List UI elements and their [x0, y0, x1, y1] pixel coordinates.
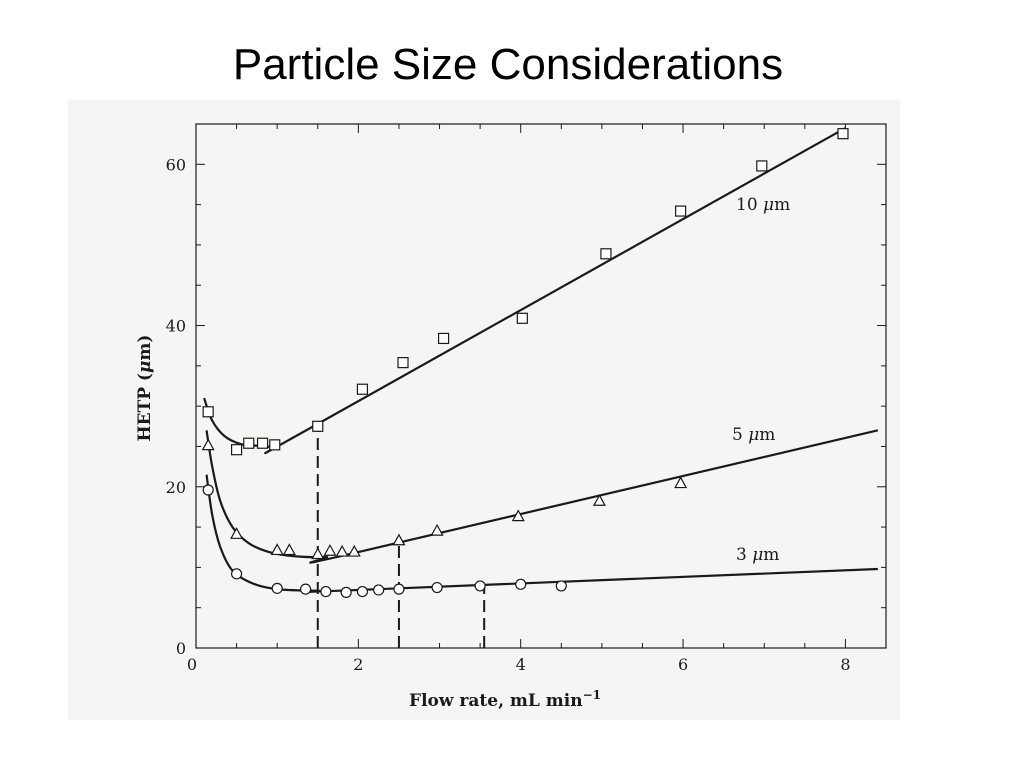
- slide-title: Particle Size Considerations: [232, 40, 784, 89]
- figure-panel: 0 20 40 60 0 2 4 6 8 Flow rate, mL min−1 HETP (μ…: [68, 100, 900, 720]
- data-point-3um: [271, 582, 283, 594]
- y-axis-label-mu: μ: [135, 361, 155, 373]
- data-point-10um: [756, 160, 768, 172]
- data-point-5um: [347, 544, 361, 557]
- data-point-10um: [600, 248, 612, 260]
- data-point-3um: [393, 583, 405, 595]
- y-tick-label: 40: [166, 317, 186, 336]
- plot-frame: [195, 123, 887, 649]
- series-label-10um-unit: m: [774, 195, 790, 215]
- x-tick-label: 0: [187, 655, 197, 674]
- y-axis-label: HETP (μm): [135, 335, 155, 442]
- fit-curve-5um: [205, 429, 879, 564]
- y-axis-label-pre: HETP (: [135, 373, 155, 441]
- fit-curve-3um: [205, 474, 878, 593]
- plot-border: [195, 123, 887, 649]
- x-tick-label: 6: [678, 655, 688, 674]
- chart-text: Flow rate, mL min−1 HETP (μm) 10 μm 5 μm…: [135, 195, 790, 711]
- data-point-3um: [373, 584, 385, 596]
- data-point-3um: [299, 583, 312, 595]
- y-tick-label: 60: [166, 155, 186, 174]
- data-point-3um: [555, 580, 567, 592]
- data-point-5um: [335, 544, 349, 557]
- data-point-5um: [323, 544, 337, 556]
- x-axis-label-sup: −1: [583, 688, 601, 702]
- data-points: [201, 128, 849, 598]
- data-point-3um: [230, 568, 243, 580]
- data-point-5um: [392, 533, 406, 546]
- series-label-5um-mu: μ: [748, 425, 759, 445]
- x-tick-label: 4: [516, 655, 526, 674]
- data-point-5um: [592, 494, 606, 506]
- x-tick-label: 8: [840, 655, 850, 674]
- data-point-10um: [256, 437, 269, 449]
- data-point-10um: [243, 437, 255, 449]
- data-point-3um: [515, 578, 527, 590]
- data-point-5um: [511, 509, 525, 522]
- data-point-5um: [282, 543, 296, 556]
- data-point-10um: [437, 332, 450, 345]
- x-tick-label: 2: [353, 655, 363, 674]
- data-point-10um: [230, 444, 243, 456]
- data-point-3um: [474, 580, 486, 592]
- fit-curve-10um: [203, 127, 846, 455]
- axis-ticks: 0 20 40 60 0 2 4 6 8: [166, 123, 887, 674]
- series-label-10um-number: 10: [736, 195, 763, 215]
- data-point-10um: [516, 312, 528, 324]
- data-point-3um: [340, 586, 352, 598]
- data-point-10um: [269, 439, 281, 451]
- series-label-3um-unit: m: [763, 545, 779, 565]
- series-label-3um-number: 3: [736, 545, 752, 565]
- y-tick-label: 20: [166, 478, 186, 497]
- data-point-5um: [311, 547, 325, 560]
- data-point-10um: [675, 205, 687, 217]
- optimum-flow-lines: [316, 425, 486, 648]
- y-tick-label: 0: [176, 639, 186, 658]
- data-point-3um: [202, 484, 214, 496]
- x-axis-label: Flow rate, mL min−1: [409, 688, 601, 711]
- data-point-3um: [320, 585, 332, 598]
- series-label-10um: 10 μm: [736, 195, 790, 215]
- data-point-3um: [431, 581, 443, 594]
- y-axis-label-post: m): [135, 335, 155, 361]
- data-point-10um: [837, 128, 849, 140]
- series-label-3um: 3 μm: [736, 545, 779, 565]
- data-point-5um: [430, 523, 444, 536]
- data-point-10um: [312, 420, 324, 432]
- series-label-5um: 5 μm: [732, 425, 775, 445]
- series-label-10um-mu: μ: [763, 195, 774, 215]
- data-point-5um: [201, 438, 215, 451]
- data-point-5um: [230, 527, 244, 539]
- data-point-3um: [356, 585, 369, 598]
- series-label-5um-number: 5: [732, 425, 748, 445]
- data-point-10um: [356, 383, 369, 395]
- data-point-10um: [397, 357, 409, 369]
- series-label-3um-mu: μ: [752, 545, 763, 565]
- data-point-10um: [202, 406, 214, 418]
- x-axis-label-main: Flow rate, mL min: [409, 691, 583, 711]
- series-label-5um-unit: m: [759, 425, 775, 445]
- data-point-5um: [674, 476, 688, 489]
- data-point-5um: [270, 543, 284, 556]
